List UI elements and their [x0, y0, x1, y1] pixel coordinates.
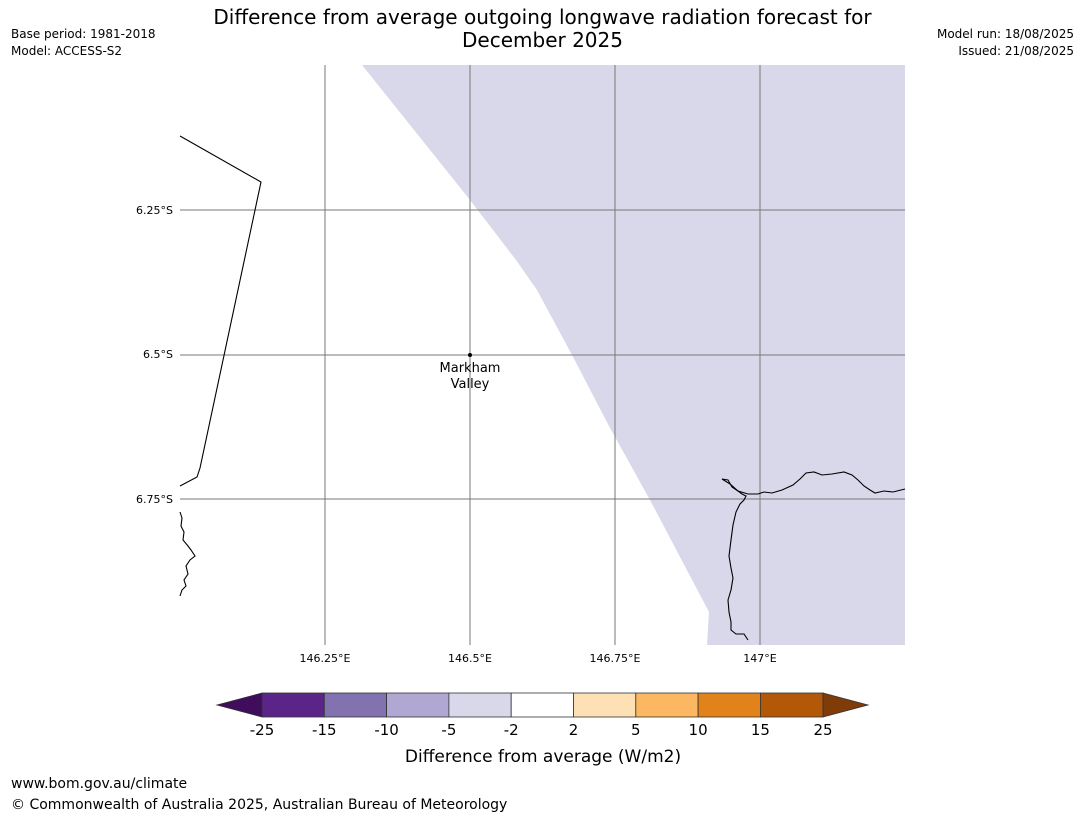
colorbar-tick: 5: [631, 721, 641, 739]
colorbar-segment-2: [323, 692, 387, 718]
colorbar-tick: -10: [374, 721, 399, 739]
footer: www.bom.gov.au/climate © Commonwealth of…: [11, 774, 507, 816]
lon-label-146-5: 146.5°E: [448, 652, 492, 665]
colorbar-segment-7: [635, 692, 699, 718]
colorbar: [215, 692, 870, 718]
colorbar-ticks: -25 -15 -10 -5 -2 2 5 10 15 25: [250, 721, 833, 739]
location-name-line-1: Markham: [440, 361, 501, 376]
lat-label-6-5: 6.5°S: [143, 348, 173, 361]
model-name: Model: ACCESS-S2: [11, 44, 123, 58]
colorbar-tick: 15: [751, 721, 770, 739]
run-info: Model run: 18/08/2025 Issued: 21/08/2025: [937, 26, 1074, 60]
border-line: [179, 135, 262, 487]
colorbar-segment-6: [573, 692, 637, 718]
colorbar-segment-4: [448, 692, 512, 718]
model-run-date: Model run: 18/08/2025: [936, 27, 1074, 41]
colorbar-label: Difference from average (W/m2): [405, 747, 681, 767]
colorbar-tick: -15: [312, 721, 337, 739]
location-name-line-2: Valley: [451, 377, 490, 392]
footer-copyright: © Commonwealth of Australia 2025, Austra…: [11, 797, 508, 813]
shaded-anomaly-region: [362, 65, 905, 645]
colorbar-min-arrow: [215, 692, 263, 718]
location-marker: [468, 353, 472, 357]
colorbar-max-arrow: [822, 692, 870, 718]
coastline-northeast: [721, 471, 906, 495]
lon-label-146-75: 146.75°E: [590, 652, 641, 665]
colorbar-tick: -25: [250, 721, 275, 739]
colorbar-tick: 2: [569, 721, 579, 739]
chart-title: Difference from average outgoing longwav…: [150, 6, 935, 52]
map-frame: [180, 65, 905, 645]
title-line-1: Difference from average outgoing longwav…: [213, 5, 872, 29]
colorbar-segment-5: [510, 692, 574, 718]
colorbar-segment-8: [697, 692, 761, 718]
coastlines: [179, 135, 906, 641]
colorbar-tick: 25: [813, 721, 832, 739]
coastline-west: [179, 511, 196, 597]
title-line-2: December 2025: [462, 28, 623, 52]
colorbar-segment-1: [261, 692, 325, 718]
colorbar-segment-9: [760, 692, 824, 718]
colorbar-tick: -5: [441, 721, 456, 739]
coastline-east: [721, 478, 749, 641]
model-info: Base period: 1981-2018 Model: ACCESS-S2: [11, 26, 156, 60]
lat-label-6-75: 6.75°S: [136, 493, 173, 506]
colorbar-tick: -2: [504, 721, 519, 739]
footer-url[interactable]: www.bom.gov.au/climate: [11, 776, 188, 792]
lat-label-6-25: 6.25°S: [136, 204, 173, 217]
lon-label-146-25: 146.25°E: [300, 652, 351, 665]
colorbar-segment-3: [386, 692, 450, 718]
issued-date: Issued: 21/08/2025: [958, 44, 1074, 58]
base-period: Base period: 1981-2018: [11, 27, 156, 41]
colorbar-tick: 10: [689, 721, 708, 739]
gridlines: [180, 65, 905, 645]
lon-label-147: 147°E: [743, 652, 776, 665]
